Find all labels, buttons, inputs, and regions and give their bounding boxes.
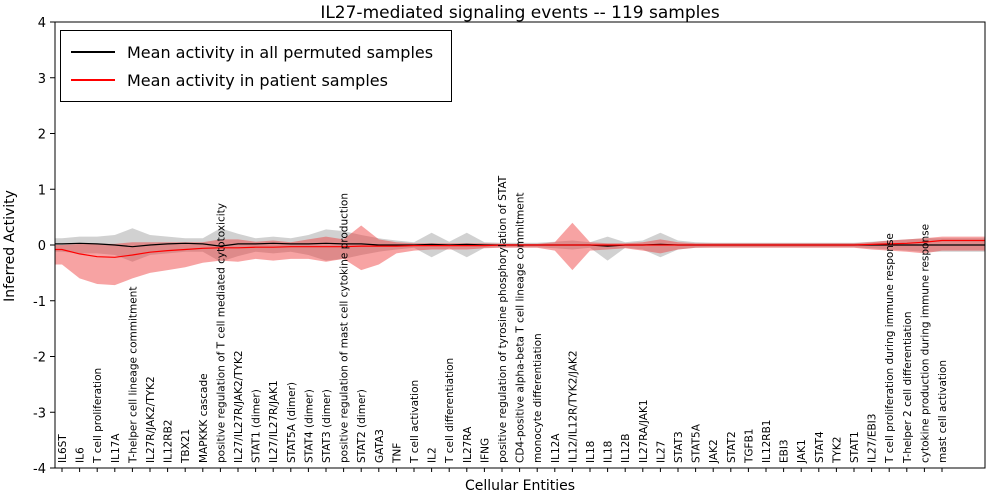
- x-tick-label: IL6: [75, 447, 87, 463]
- x-tick-label: STAT4: [814, 431, 826, 463]
- x-tick-label: GATA3: [374, 429, 386, 463]
- x-axis-label: Cellular Entities: [464, 478, 576, 494]
- x-tick-label: IL12RB1: [761, 420, 773, 464]
- x-tick-label: IL27: [655, 441, 667, 463]
- x-tick-label: T cell differentiation: [444, 358, 456, 464]
- chart-title: IL27-mediated signaling events -- 119 sa…: [320, 3, 720, 23]
- x-tick-label: T cell proliferation: [92, 368, 104, 464]
- x-tick-label: IL12RB2: [163, 420, 175, 464]
- legend-label-patient: Mean activity in patient samples: [127, 70, 388, 90]
- y-tick-label: 3: [38, 72, 46, 87]
- x-tick-label: STAT3 (dimer): [321, 389, 333, 463]
- x-tick-label: IL18: [585, 441, 597, 463]
- legend-entry-permuted: Mean activity in all permuted samples: [71, 38, 433, 66]
- x-tick-label: JAK2: [708, 439, 720, 464]
- y-tick-label: -2: [33, 351, 46, 366]
- x-tick-label: TBX21: [180, 429, 192, 464]
- x-tick-label: mast cell activation: [937, 360, 949, 463]
- x-tick-label: positive regulation of T cell mediated c…: [215, 203, 227, 463]
- y-tick-label: -4: [33, 462, 46, 477]
- x-tick-label: IL27/EBI3: [867, 414, 879, 463]
- x-tick-label: MAPKKK cascade: [198, 373, 210, 463]
- x-tick-label: IL27RA: [462, 426, 474, 463]
- x-tick-label: TYK2: [831, 437, 843, 464]
- patient-line-swatch: [71, 79, 115, 81]
- x-tick-label: STAT1: [849, 431, 861, 463]
- x-tick-label: TNF: [391, 443, 403, 464]
- x-tick-label: CD4-positive alpha-beta T cell lineage c…: [515, 193, 527, 463]
- y-tick-label: 0: [38, 239, 46, 254]
- y-axis-label: Inferred Activity: [2, 190, 18, 302]
- x-tick-label: cytokine production during immune respon…: [919, 224, 931, 463]
- x-tick-label: IL27/IL27R/JAK1: [268, 380, 280, 463]
- x-tick-label: STAT3: [673, 431, 685, 463]
- y-tick-label: -3: [33, 406, 46, 421]
- y-tick-label: -1: [33, 295, 46, 310]
- series-line: [55, 239, 985, 258]
- x-tick-label: T cell activation: [409, 380, 421, 464]
- legend-label-permuted: Mean activity in all permuted samples: [127, 42, 434, 62]
- x-tick-label: EBI3: [779, 439, 791, 463]
- x-tick-label: T cell proliferation during immune respo…: [884, 233, 896, 464]
- x-tick-label: IL2: [427, 447, 439, 463]
- x-tick-label: monocyte differentiation: [532, 333, 544, 463]
- y-tick-label: 2: [38, 128, 46, 143]
- x-tick-label: IL27R/JAK2/TYK2: [145, 376, 157, 463]
- x-tick-label: STAT5A (dimer): [286, 382, 298, 463]
- x-tick-label: STAT5A: [691, 423, 703, 463]
- x-tick-label: positive regulation of tyrosine phosphor…: [497, 175, 509, 463]
- x-tick-label: STAT1 (dimer): [251, 389, 263, 463]
- x-tick-label: positive regulation of mast cell cytokin…: [339, 193, 351, 463]
- confidence-band: [55, 222, 985, 286]
- x-tick-label: IL6ST: [57, 434, 69, 463]
- x-tick-label: IL27RA/JAK1: [638, 399, 650, 463]
- x-tick-label: T-helper 2 cell differentiation: [902, 311, 914, 464]
- permuted-line-swatch: [71, 51, 115, 53]
- y-tick-label: 1: [38, 183, 46, 198]
- x-tick-label: TGFB1: [743, 429, 755, 464]
- x-tick-label: IL27/IL27R/JAK2/TYK2: [233, 350, 245, 463]
- legend: Mean activity in all permuted samples Me…: [60, 30, 453, 102]
- x-tick-label: IL18: [603, 441, 615, 463]
- x-tick-label: IL12B: [620, 433, 632, 463]
- x-tick-label: JAK1: [796, 439, 808, 464]
- x-tick-label: IFNG: [479, 438, 491, 463]
- legend-entry-patient: Mean activity in patient samples: [71, 66, 433, 94]
- y-tick-label: 4: [38, 16, 46, 31]
- x-tick-label: IL12A: [550, 433, 562, 463]
- x-tick-label: IL12/IL12R/TYK2/JAK2: [567, 350, 579, 463]
- x-tick-label: STAT4 (dimer): [303, 389, 315, 463]
- x-tick-label: IL17A: [110, 433, 122, 463]
- x-tick-label: T-helper cell lineage commitment: [127, 287, 139, 464]
- x-tick-label: STAT2: [726, 431, 738, 463]
- x-tick-label: STAT2 (dimer): [356, 389, 368, 463]
